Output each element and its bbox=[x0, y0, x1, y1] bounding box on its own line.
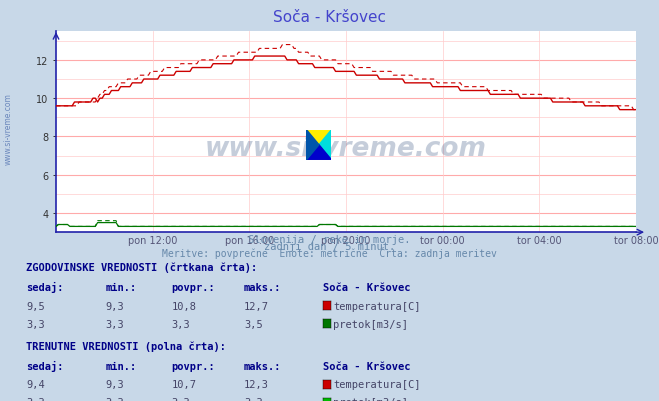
Text: www.si-vreme.com: www.si-vreme.com bbox=[3, 93, 13, 164]
Text: 3,3: 3,3 bbox=[171, 319, 190, 329]
Text: zadnji dan / 5 minut.: zadnji dan / 5 minut. bbox=[264, 241, 395, 251]
Text: Soča - Kršovec: Soča - Kršovec bbox=[273, 10, 386, 25]
Polygon shape bbox=[319, 130, 331, 160]
Text: Meritve: povprečne  Enote: metrične  Črta: zadnja meritev: Meritve: povprečne Enote: metrične Črta:… bbox=[162, 247, 497, 259]
Text: pretok[m3/s]: pretok[m3/s] bbox=[333, 319, 409, 329]
Text: 3,3: 3,3 bbox=[105, 319, 124, 329]
Text: 3,3: 3,3 bbox=[26, 319, 45, 329]
Text: TRENUTNE VREDNOSTI (polna črta):: TRENUTNE VREDNOSTI (polna črta): bbox=[26, 340, 226, 351]
Polygon shape bbox=[306, 130, 331, 160]
Text: 12,3: 12,3 bbox=[244, 379, 269, 389]
Polygon shape bbox=[306, 130, 319, 160]
Text: povpr.:: povpr.: bbox=[171, 361, 215, 371]
Text: 9,3: 9,3 bbox=[105, 301, 124, 311]
Polygon shape bbox=[306, 146, 331, 160]
Text: maks.:: maks.: bbox=[244, 283, 281, 293]
Text: min.:: min.: bbox=[105, 361, 136, 371]
Text: 3,5: 3,5 bbox=[244, 319, 262, 329]
Text: 3,3: 3,3 bbox=[26, 397, 45, 401]
Text: Soča - Kršovec: Soča - Kršovec bbox=[323, 283, 411, 293]
Text: sedaj:: sedaj: bbox=[26, 282, 64, 293]
Text: 10,8: 10,8 bbox=[171, 301, 196, 311]
Text: sedaj:: sedaj: bbox=[26, 360, 64, 371]
Text: Slovenija / reke in morje.: Slovenija / reke in morje. bbox=[248, 235, 411, 245]
Text: 9,5: 9,5 bbox=[26, 301, 45, 311]
Text: maks.:: maks.: bbox=[244, 361, 281, 371]
Text: 3,3: 3,3 bbox=[105, 397, 124, 401]
Text: temperatura[C]: temperatura[C] bbox=[333, 379, 421, 389]
Text: www.si-vreme.com: www.si-vreme.com bbox=[205, 136, 487, 161]
Text: temperatura[C]: temperatura[C] bbox=[333, 301, 421, 311]
Text: pretok[m3/s]: pretok[m3/s] bbox=[333, 397, 409, 401]
Text: 3,3: 3,3 bbox=[244, 397, 262, 401]
Text: 3,3: 3,3 bbox=[171, 397, 190, 401]
Text: Soča - Kršovec: Soča - Kršovec bbox=[323, 361, 411, 371]
Text: 12,7: 12,7 bbox=[244, 301, 269, 311]
Text: min.:: min.: bbox=[105, 283, 136, 293]
Text: povpr.:: povpr.: bbox=[171, 283, 215, 293]
Text: 9,4: 9,4 bbox=[26, 379, 45, 389]
Text: 9,3: 9,3 bbox=[105, 379, 124, 389]
Text: ZGODOVINSKE VREDNOSTI (črtkana črta):: ZGODOVINSKE VREDNOSTI (črtkana črta): bbox=[26, 262, 258, 273]
Text: 10,7: 10,7 bbox=[171, 379, 196, 389]
